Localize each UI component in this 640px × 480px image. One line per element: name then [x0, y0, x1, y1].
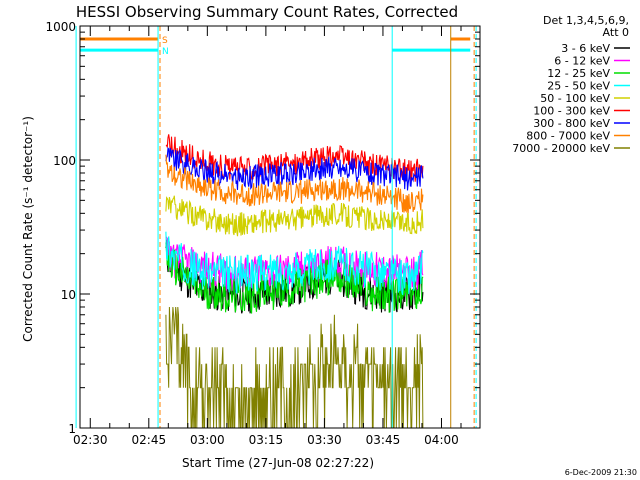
state-label-n: N [162, 47, 169, 57]
series-line-6to12kev [165, 236, 424, 293]
legend-label: 7000 - 20000 keV [512, 142, 610, 155]
plot-frame [79, 25, 481, 429]
series-line-300to800kev [165, 146, 424, 191]
legend-label: 3 - 6 keV [561, 42, 610, 55]
state-label-s: S [162, 36, 168, 46]
x-axis-label: Start Time (27-Jun-08 02:27:22) [182, 456, 374, 470]
y-tick-label: 10 [61, 288, 76, 302]
x-tick-label: 02:30 [73, 433, 108, 447]
y-axis-label: Corrected Count Rate (s⁻¹ detector⁻¹) [21, 116, 35, 342]
date-stamp: 6-Dec-2009 21:30 [565, 468, 637, 477]
series-line-12to25kev [165, 242, 424, 314]
axes-layer: 1 10 100 1000 02:30 02:45 03:00 03:15 03:30 03:45… [45, 20, 481, 447]
chart-title: HESSI Observing Summary Count Rates, Cor… [76, 3, 458, 21]
series-line-25to50kev [165, 231, 424, 295]
legend-label: 50 - 100 keV [540, 92, 610, 105]
series-line-50to100kev [165, 195, 424, 237]
series-line-800to7000kev [165, 154, 424, 214]
y-tick-label: 1000 [45, 20, 76, 34]
x-tick-label: 03:45 [366, 433, 401, 447]
y-tick-label: 100 [53, 154, 76, 168]
x-tick-label: 03:00 [190, 433, 225, 447]
legend-header-line-2: Att 0 [603, 26, 629, 39]
x-tick-label: 02:45 [132, 433, 167, 447]
legend-label: 6 - 12 keV [554, 55, 610, 68]
legend-label: 25 - 50 keV [547, 80, 610, 93]
plot-frame-layer: SN [75, 26, 477, 428]
legend-header-line-1: Det 1,3,4,5,6,9, [543, 14, 629, 27]
series-layer [165, 134, 424, 429]
legend-label: 12 - 25 keV [547, 67, 610, 80]
legend-label: 800 - 7000 keV [526, 130, 610, 143]
x-tick-label: 04:00 [424, 433, 459, 447]
text-layer: HESSI Observing Summary Count Rates, Cor… [21, 3, 637, 477]
legend-label: 100 - 300 keV [533, 105, 610, 118]
x-tick-label: 03:30 [307, 433, 342, 447]
y-tick-label: 1 [68, 422, 76, 436]
legend-label: 300 - 800 keV [533, 117, 610, 130]
series-line-7000to20000kev [165, 306, 424, 429]
x-tick-label: 03:15 [249, 433, 284, 447]
